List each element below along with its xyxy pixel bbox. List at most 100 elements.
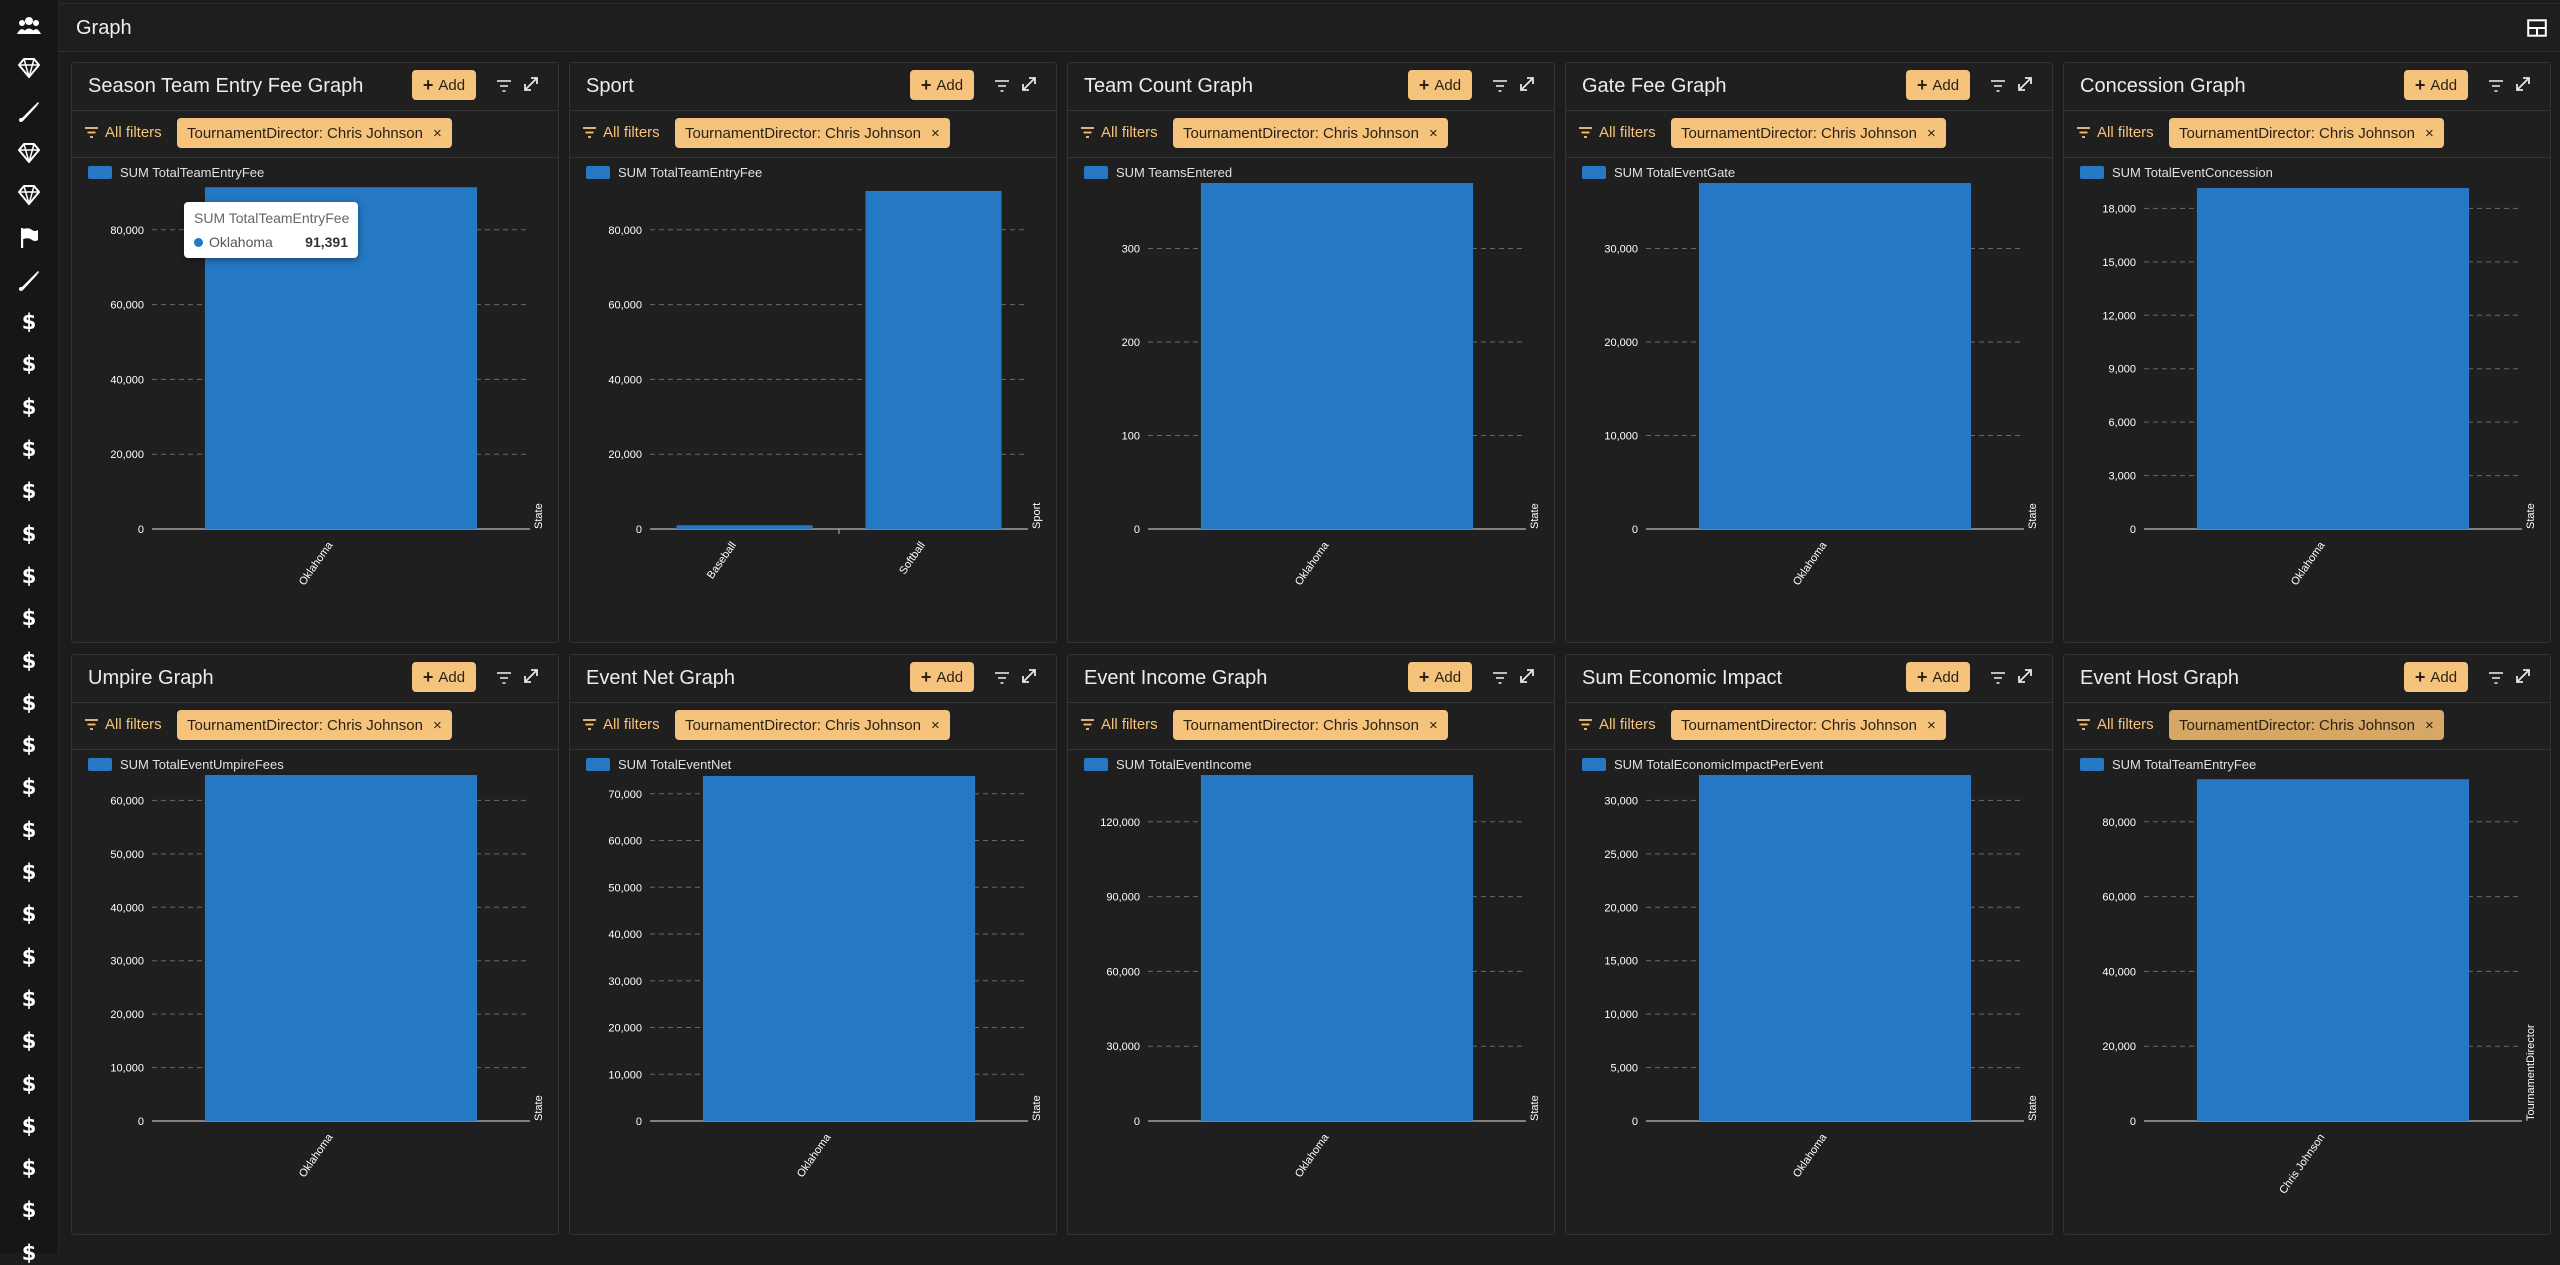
bar[interactable]: [1200, 775, 1474, 1121]
close-icon[interactable]: ×: [1428, 124, 1438, 142]
sidebar-flag-icon[interactable]: [17, 226, 41, 250]
sidebar-dollar-icon[interactable]: $: [21, 479, 37, 504]
sidebar-dollar-icon[interactable]: $: [21, 437, 37, 461]
filter-chip[interactable]: TournamentDirector: Chris Johnson ×: [2169, 118, 2444, 148]
sidebar-dollar-icon[interactable]: $: [21, 394, 37, 419]
bar[interactable]: [2196, 779, 2470, 1121]
sidebar-users-icon[interactable]: [17, 14, 41, 38]
filter-chip[interactable]: TournamentDirector: Chris Johnson ×: [675, 118, 950, 148]
expand-icon[interactable]: [522, 667, 540, 685]
add-button[interactable]: + Add: [1408, 662, 1472, 692]
add-button[interactable]: + Add: [910, 70, 974, 100]
add-button[interactable]: + Add: [2404, 662, 2468, 692]
expand-icon[interactable]: [2514, 75, 2532, 93]
chart-legend[interactable]: SUM TotalEventIncome: [1084, 757, 1252, 772]
expand-icon[interactable]: [1518, 667, 1536, 685]
expand-icon[interactable]: [2016, 667, 2034, 685]
filter-chip[interactable]: TournamentDirector: Chris Johnson ×: [1173, 118, 1448, 148]
filter-icon[interactable]: [495, 77, 513, 95]
bar[interactable]: [1698, 183, 1972, 529]
chart-legend[interactable]: SUM TotalTeamEntryFee: [586, 165, 762, 180]
bar[interactable]: [702, 775, 976, 1121]
expand-icon[interactable]: [1518, 75, 1536, 93]
expand-icon[interactable]: [2016, 75, 2034, 93]
close-icon[interactable]: ×: [432, 716, 442, 734]
sidebar-dollar-icon[interactable]: $: [21, 902, 37, 927]
bar[interactable]: [676, 525, 813, 529]
sidebar-diamond-icon[interactable]: [17, 141, 41, 165]
sidebar-dollar-icon[interactable]: $: [21, 563, 37, 588]
close-icon[interactable]: ×: [930, 716, 940, 734]
filter-icon[interactable]: [1989, 669, 2007, 687]
bar[interactable]: [1698, 775, 1972, 1121]
filter-chip[interactable]: TournamentDirector: Chris Johnson ×: [1671, 118, 1946, 148]
all-filters-button[interactable]: All filters: [582, 124, 660, 141]
close-icon[interactable]: ×: [930, 124, 940, 142]
add-button[interactable]: + Add: [412, 662, 476, 692]
add-button[interactable]: + Add: [412, 70, 476, 100]
sidebar-dollar-icon[interactable]: $: [21, 690, 37, 715]
filter-chip[interactable]: TournamentDirector: Chris Johnson ×: [1671, 710, 1946, 740]
sidebar-diamond-icon[interactable]: [17, 56, 41, 80]
bar[interactable]: [1200, 183, 1474, 529]
sidebar-dollar-icon[interactable]: $: [21, 944, 37, 969]
add-button[interactable]: + Add: [1906, 70, 1970, 100]
filter-icon[interactable]: [1491, 669, 1509, 687]
filter-icon[interactable]: [1491, 77, 1509, 95]
sidebar-baseball-bat-icon[interactable]: [17, 268, 41, 292]
expand-icon[interactable]: [1020, 667, 1038, 685]
sidebar-dollar-icon[interactable]: $: [21, 1113, 37, 1138]
sidebar-dollar-icon[interactable]: $: [21, 521, 37, 546]
chart-legend[interactable]: SUM TotalEventConcession: [2080, 165, 2273, 180]
chart-legend[interactable]: SUM TotalTeamEntryFee: [88, 165, 264, 180]
sidebar-dollar-icon[interactable]: $: [21, 1198, 37, 1223]
expand-icon[interactable]: [522, 75, 540, 93]
chart-legend[interactable]: SUM TotalEconomicImpactPerEvent: [1582, 757, 1823, 772]
chart-legend[interactable]: SUM TotalEventGate: [1582, 165, 1735, 180]
layout-grid-icon[interactable]: [2526, 17, 2548, 39]
all-filters-button[interactable]: All filters: [84, 716, 162, 733]
filter-icon[interactable]: [993, 77, 1011, 95]
sidebar-dollar-icon[interactable]: $: [21, 775, 37, 800]
sidebar-dollar-icon[interactable]: $: [21, 733, 37, 758]
close-icon[interactable]: ×: [2424, 124, 2434, 142]
filter-icon[interactable]: [993, 669, 1011, 687]
sidebar-dollar-icon[interactable]: $: [21, 606, 37, 631]
add-button[interactable]: + Add: [2404, 70, 2468, 100]
add-button[interactable]: + Add: [910, 662, 974, 692]
sidebar-dollar-icon[interactable]: $: [21, 1029, 37, 1054]
close-icon[interactable]: ×: [2424, 716, 2434, 734]
sidebar-baseball-bat-icon[interactable]: [17, 99, 41, 123]
all-filters-button[interactable]: All filters: [1578, 716, 1656, 733]
add-button[interactable]: + Add: [1408, 70, 1472, 100]
filter-chip[interactable]: TournamentDirector: Chris Johnson ×: [177, 710, 452, 740]
close-icon[interactable]: ×: [1926, 124, 1936, 142]
all-filters-button[interactable]: All filters: [1080, 124, 1158, 141]
expand-icon[interactable]: [1020, 75, 1038, 93]
all-filters-button[interactable]: All filters: [2076, 124, 2154, 141]
sidebar-dollar-icon[interactable]: $: [21, 1071, 37, 1096]
filter-chip[interactable]: TournamentDirector: Chris Johnson ×: [177, 118, 452, 148]
filter-chip[interactable]: TournamentDirector: Chris Johnson ×: [2169, 710, 2444, 740]
sidebar-dollar-icon[interactable]: $: [21, 817, 37, 842]
filter-chip[interactable]: TournamentDirector: Chris Johnson ×: [1173, 710, 1448, 740]
close-icon[interactable]: ×: [432, 124, 442, 142]
bar[interactable]: [204, 775, 478, 1121]
sidebar-dollar-icon[interactable]: $: [21, 986, 37, 1011]
all-filters-button[interactable]: All filters: [84, 124, 162, 141]
all-filters-button[interactable]: All filters: [1080, 716, 1158, 733]
sidebar-dollar-icon[interactable]: $: [21, 1156, 37, 1181]
chart-legend[interactable]: SUM TotalEventUmpireFees: [88, 757, 284, 772]
filter-icon[interactable]: [2487, 77, 2505, 95]
close-icon[interactable]: ×: [1926, 716, 1936, 734]
filter-icon[interactable]: [1989, 77, 2007, 95]
sidebar-dollar-icon[interactable]: $: [21, 310, 37, 335]
sidebar-dollar-icon[interactable]: $: [21, 648, 37, 673]
add-button[interactable]: + Add: [1906, 662, 1970, 692]
filter-icon[interactable]: [2487, 669, 2505, 687]
all-filters-button[interactable]: All filters: [1578, 124, 1656, 141]
sidebar-diamond-icon[interactable]: [17, 183, 41, 207]
bar[interactable]: [865, 190, 1002, 529]
bar[interactable]: [2196, 187, 2470, 529]
filter-chip[interactable]: TournamentDirector: Chris Johnson ×: [675, 710, 950, 740]
